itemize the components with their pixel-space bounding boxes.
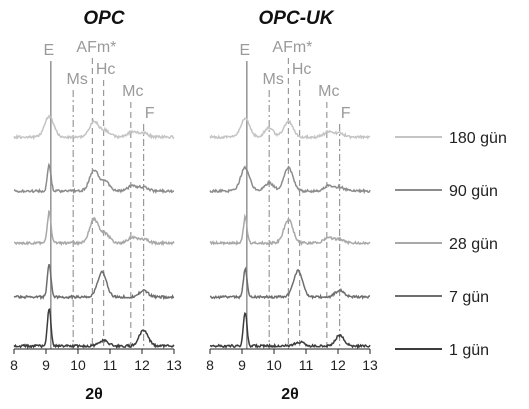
x-tick-label: 13 — [166, 357, 182, 373]
x-axis-title: 2θ — [281, 386, 299, 403]
x-tick-label: 12 — [330, 357, 346, 373]
x-tick-label: 9 — [42, 357, 50, 373]
panel-opc-uk: OPC-UK E Ms AFm* Hc McF 8 9 10 11 12 13 2θ — [206, 8, 378, 403]
panel-opc: OPC E Ms AFm* Hc McF 8 9 10 11 12 13 2θ — [10, 8, 182, 403]
x-tick-label: 12 — [134, 357, 150, 373]
reference-label-e: E — [43, 42, 54, 59]
series-line-90-g-n — [13, 162, 175, 195]
reference-label-hc: Hc — [96, 61, 116, 78]
reference-label-f: F — [341, 105, 351, 122]
series-line-90-g-n — [209, 165, 371, 195]
legend-label-1-g-n: 1 gün — [449, 342, 489, 359]
reference-label-afm: AFm* — [272, 39, 312, 56]
series-line-28-g-n — [13, 209, 175, 247]
series-line-180-g-n — [209, 117, 371, 140]
legend-label-90-g-n: 90 gün — [449, 183, 498, 200]
series-line-1-g-n — [209, 311, 371, 350]
panel-title: OPC — [83, 8, 124, 29]
x-tick-label: 8 — [206, 357, 214, 373]
x-tick-label: 13 — [362, 357, 378, 373]
x-tick-label: 10 — [70, 357, 86, 373]
x-tick-label: 11 — [103, 357, 118, 373]
reference-label-afm: AFm* — [76, 39, 116, 56]
reference-label-hc: Hc — [292, 61, 312, 78]
x-tick-label: 9 — [238, 357, 246, 373]
x-tick-label: 8 — [10, 357, 18, 373]
reference-label-f: F — [145, 105, 155, 122]
series-line-7-g-n — [13, 264, 175, 301]
x-tick-label: 11 — [299, 357, 314, 373]
x-axis-title: 2θ — [85, 386, 103, 403]
series-line-28-g-n — [209, 213, 371, 246]
legend-label-180-g-n: 180 gün — [449, 130, 507, 147]
reference-label-mc: Mc — [122, 83, 143, 100]
x-tick-label: 10 — [266, 357, 282, 373]
reference-label-e: E — [239, 42, 250, 59]
reference-label-ms: Ms — [263, 71, 284, 88]
legend: 180 gün 90 gün 28 gün 7 gün 1 gün — [395, 130, 507, 359]
panel-title: OPC-UK — [259, 8, 335, 29]
series-line-180-g-n — [13, 114, 175, 141]
series-line-7-g-n — [209, 266, 371, 300]
reference-label-ms: Ms — [67, 71, 88, 88]
legend-label-7-g-n: 7 gün — [449, 289, 489, 306]
reference-label-mc: Mc — [318, 83, 339, 100]
legend-label-28-g-n: 28 gün — [449, 236, 498, 253]
series-line-1-g-n — [13, 307, 175, 350]
